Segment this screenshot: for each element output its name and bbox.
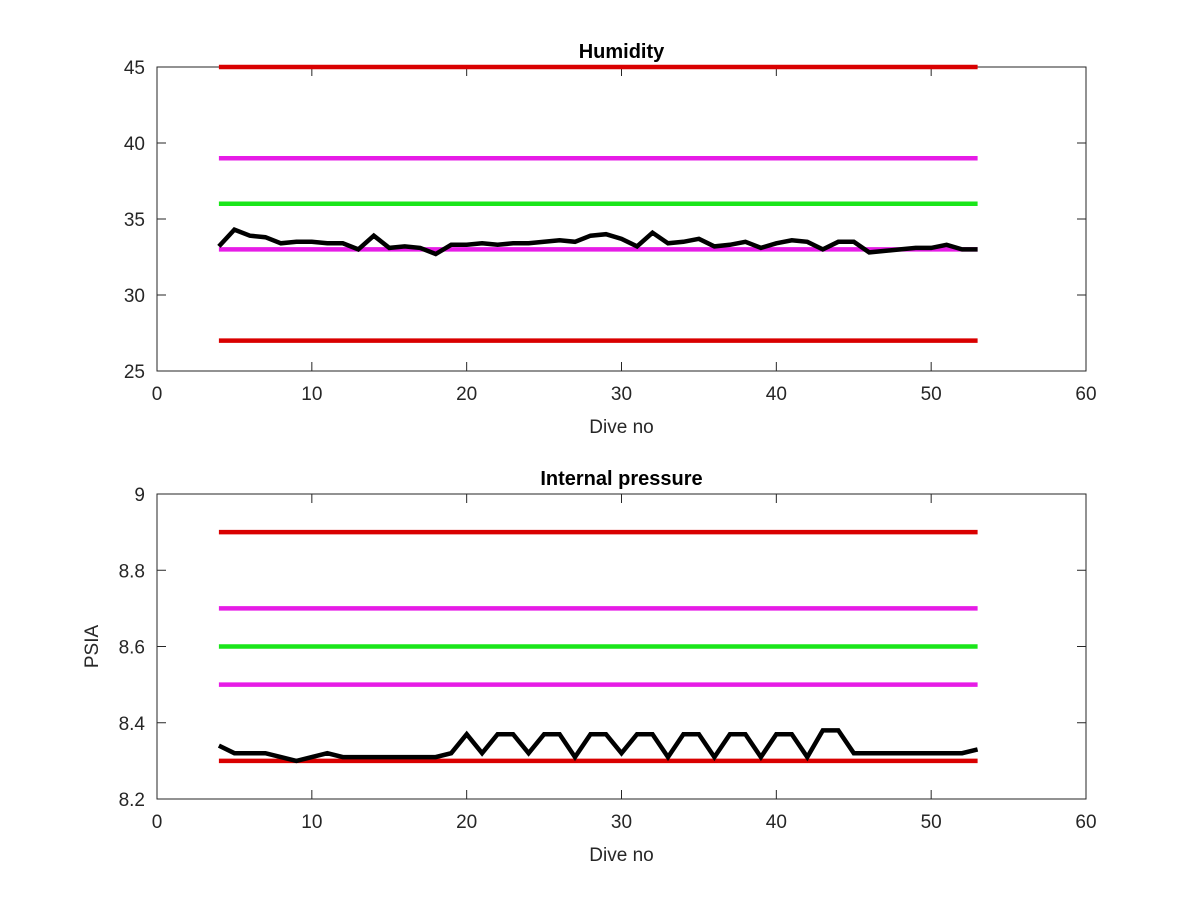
y-tick-label: 30 (124, 286, 145, 307)
y-tick-label: 8.8 (119, 561, 145, 582)
y-axis-label: PSIA (82, 625, 103, 669)
x-tick-label: 20 (456, 812, 477, 833)
x-tick-label: 30 (611, 384, 632, 405)
y-tick-label: 40 (124, 134, 145, 155)
internal-pressure-chart: 0 10 20 30 40 50 60 8.2 8.4 8.6 8.8 9 Internal press… (82, 468, 1097, 866)
y-tick-label: 8.6 (119, 638, 145, 659)
x-tick-label: 30 (611, 812, 632, 833)
x-tick-label: 50 (921, 384, 942, 405)
humidity-chart: 0 10 20 30 40 50 60 25 30 35 40 45 Humidity Dive no (124, 41, 1097, 438)
y-tick-label: 25 (124, 362, 145, 383)
x-tick-label: 60 (1075, 812, 1096, 833)
x-tick-label: 40 (766, 812, 787, 833)
measured-series-line (217, 728, 979, 764)
x-axis-label: Dive no (589, 845, 653, 866)
x-tick-label: 0 (152, 384, 163, 405)
x-tick-label: 10 (301, 384, 322, 405)
x-axis-label: Dive no (589, 417, 653, 438)
chart-title: Humidity (579, 41, 665, 63)
x-tick-label: 10 (301, 812, 322, 833)
x-tick-label: 50 (921, 812, 942, 833)
x-tick-label: 60 (1075, 384, 1096, 405)
x-tick-label: 40 (766, 384, 787, 405)
y-tick-label: 45 (124, 58, 145, 79)
y-tick-label: 8.4 (119, 714, 146, 735)
y-tick-label: 8.2 (119, 790, 145, 811)
x-tick-label: 0 (152, 812, 163, 833)
x-tick-label: 20 (456, 384, 477, 405)
chart-title: Internal pressure (540, 468, 702, 490)
measured-series-line (217, 226, 978, 257)
plot-area (156, 66, 1087, 372)
y-tick-label: 35 (124, 210, 145, 231)
y-tick-label: 9 (134, 485, 145, 506)
